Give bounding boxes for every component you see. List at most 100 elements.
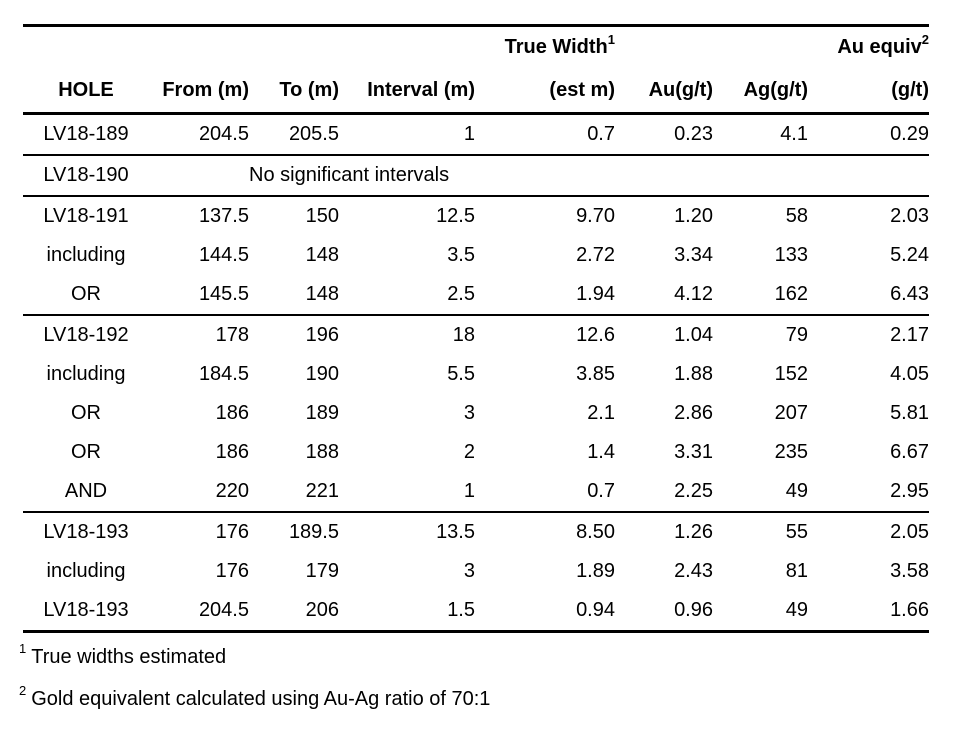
table-row: including 176 179 3 1.89 2.43 81 3.58 — [23, 552, 929, 591]
value-cell: 2.05 — [890, 521, 929, 543]
value-cell: 189 — [305, 402, 339, 424]
value-cell: 3 — [463, 560, 475, 582]
value-cell: 4.12 — [674, 283, 713, 305]
value-cell: 12.6 — [576, 324, 615, 346]
value-cell: 206 — [305, 599, 339, 621]
value-cell: 58 — [785, 205, 808, 227]
value-cell: 196 — [305, 324, 339, 346]
value-cell: 1.88 — [674, 363, 713, 385]
table-section-5: LV18-193 176 189.5 13.5 8.50 1.26 55 2.05 includ… — [23, 512, 929, 632]
value-cell: 3.34 — [674, 244, 713, 266]
hole-cell: OR — [71, 402, 101, 424]
table-section-2: LV18-190 No significant intervals — [23, 155, 929, 196]
col-header-hole: HOLE — [58, 78, 114, 101]
value-cell: 49 — [785, 480, 808, 502]
value-cell: 1.4 — [587, 441, 615, 463]
hole-cell: including — [46, 560, 126, 582]
value-cell: 0.29 — [890, 123, 929, 145]
hole-cell: OR — [71, 283, 101, 305]
value-cell: 4.05 — [890, 363, 929, 385]
header-row-top: True Width1 Au equiv2 — [23, 26, 929, 69]
value-cell: 0.23 — [674, 123, 713, 145]
table-row: AND 220 221 1 0.7 2.25 49 2.95 — [23, 472, 929, 512]
value-cell: 148 — [305, 283, 339, 305]
value-cell: 0.7 — [587, 123, 615, 145]
value-cell: 12.5 — [436, 205, 475, 227]
header-spacer — [615, 26, 808, 69]
value-cell: 79 — [785, 324, 808, 346]
footnote-2-text: Gold equivalent calculated using Au-Ag r… — [31, 688, 491, 710]
value-cell: 220 — [215, 480, 249, 502]
value-cell: 9.70 — [576, 205, 615, 227]
value-cell: 186 — [215, 441, 249, 463]
au-equiv-label: Au equiv — [837, 36, 922, 58]
drill-results-page: True Width1 Au equiv2 HOLE From (m) To (… — [0, 24, 980, 744]
value-cell: 184.5 — [198, 363, 249, 385]
value-cell: 3.5 — [447, 244, 475, 266]
value-cell: 8.50 — [576, 521, 615, 543]
hole-cell: LV18-189 — [43, 123, 129, 145]
value-cell: 3 — [463, 402, 475, 424]
value-cell: 188 — [305, 441, 339, 463]
footnote-1-text: True widths estimated — [31, 646, 227, 668]
hole-cell: LV18-191 — [43, 205, 129, 227]
value-cell: 178 — [215, 324, 249, 346]
value-cell: 81 — [785, 560, 808, 582]
value-cell: 5.81 — [890, 402, 929, 424]
col-header-from: From (m) — [162, 78, 249, 101]
value-cell: 176 — [215, 560, 249, 582]
col-header-interval: Interval (m) — [367, 78, 475, 101]
hole-cell: LV18-190 — [43, 164, 129, 186]
table-row: LV18-191 137.5 150 12.5 9.70 1.20 58 2.03 — [23, 196, 929, 236]
hole-cell: LV18-193 — [43, 521, 129, 543]
value-cell: 1.04 — [674, 324, 713, 346]
table-row: OR 186 188 2 1.4 3.31 235 6.67 — [23, 433, 929, 472]
footnote-1-superscript: 1 — [19, 641, 27, 657]
value-cell: 205.5 — [288, 123, 339, 145]
value-cell: 1 — [463, 480, 475, 502]
value-cell: 0.96 — [674, 599, 713, 621]
footnote-2-superscript: 2 — [19, 683, 27, 699]
table-row: LV18-193 176 189.5 13.5 8.50 1.26 55 2.05 — [23, 512, 929, 552]
value-cell: 13.5 — [436, 521, 475, 543]
hole-cell: OR — [71, 441, 101, 463]
hole-cell: LV18-192 — [43, 324, 129, 346]
value-cell: 1 — [463, 123, 475, 145]
table-row: LV18-192 178 196 18 12.6 1.04 79 2.17 — [23, 315, 929, 355]
hole-cell: including — [46, 363, 126, 385]
true-width-label: True Width — [504, 36, 608, 58]
value-cell: 1.20 — [674, 205, 713, 227]
value-cell: 1.94 — [576, 283, 615, 305]
table-section-1: LV18-189 204.5 205.5 1 0.7 0.23 4.1 0.29 — [23, 114, 929, 155]
table-row: LV18-193 204.5 206 1.5 0.94 0.96 49 1.66 — [23, 591, 929, 632]
value-cell: 2.03 — [890, 205, 929, 227]
empty-cell — [149, 155, 249, 196]
value-cell: 55 — [785, 521, 808, 543]
col-header-au: Au(g/t) — [648, 78, 713, 101]
footnotes: 1 True widths estimated 2 Gold equivalent … — [19, 642, 980, 711]
value-cell: 186 — [215, 402, 249, 424]
value-cell: 145.5 — [198, 283, 249, 305]
value-cell: 3.31 — [674, 441, 713, 463]
value-cell: 3.58 — [890, 560, 929, 582]
col-header-au-equiv: (g/t) — [891, 78, 929, 101]
value-cell: 204.5 — [198, 599, 249, 621]
value-cell: 148 — [305, 244, 339, 266]
note-cell: No significant intervals — [249, 164, 450, 186]
table-row: OR 186 189 3 2.1 2.86 207 5.81 — [23, 394, 929, 433]
value-cell: 190 — [305, 363, 339, 385]
value-cell: 207 — [774, 402, 808, 424]
value-cell: 235 — [774, 441, 808, 463]
value-cell: 18 — [452, 324, 475, 346]
value-cell: 3.85 — [576, 363, 615, 385]
table-row: OR 145.5 148 2.5 1.94 4.12 162 6.43 — [23, 275, 929, 315]
value-cell: 6.43 — [890, 283, 929, 305]
table-row: including 184.5 190 5.5 3.85 1.88 152 4.05 — [23, 355, 929, 394]
value-cell: 204.5 — [198, 123, 249, 145]
col-header-est-m: (est m) — [549, 78, 615, 101]
value-cell: 1.5 — [447, 599, 475, 621]
value-cell: 6.67 — [890, 441, 929, 463]
value-cell: 1.89 — [576, 560, 615, 582]
value-cell: 162 — [774, 283, 808, 305]
value-cell: 2.25 — [674, 480, 713, 502]
